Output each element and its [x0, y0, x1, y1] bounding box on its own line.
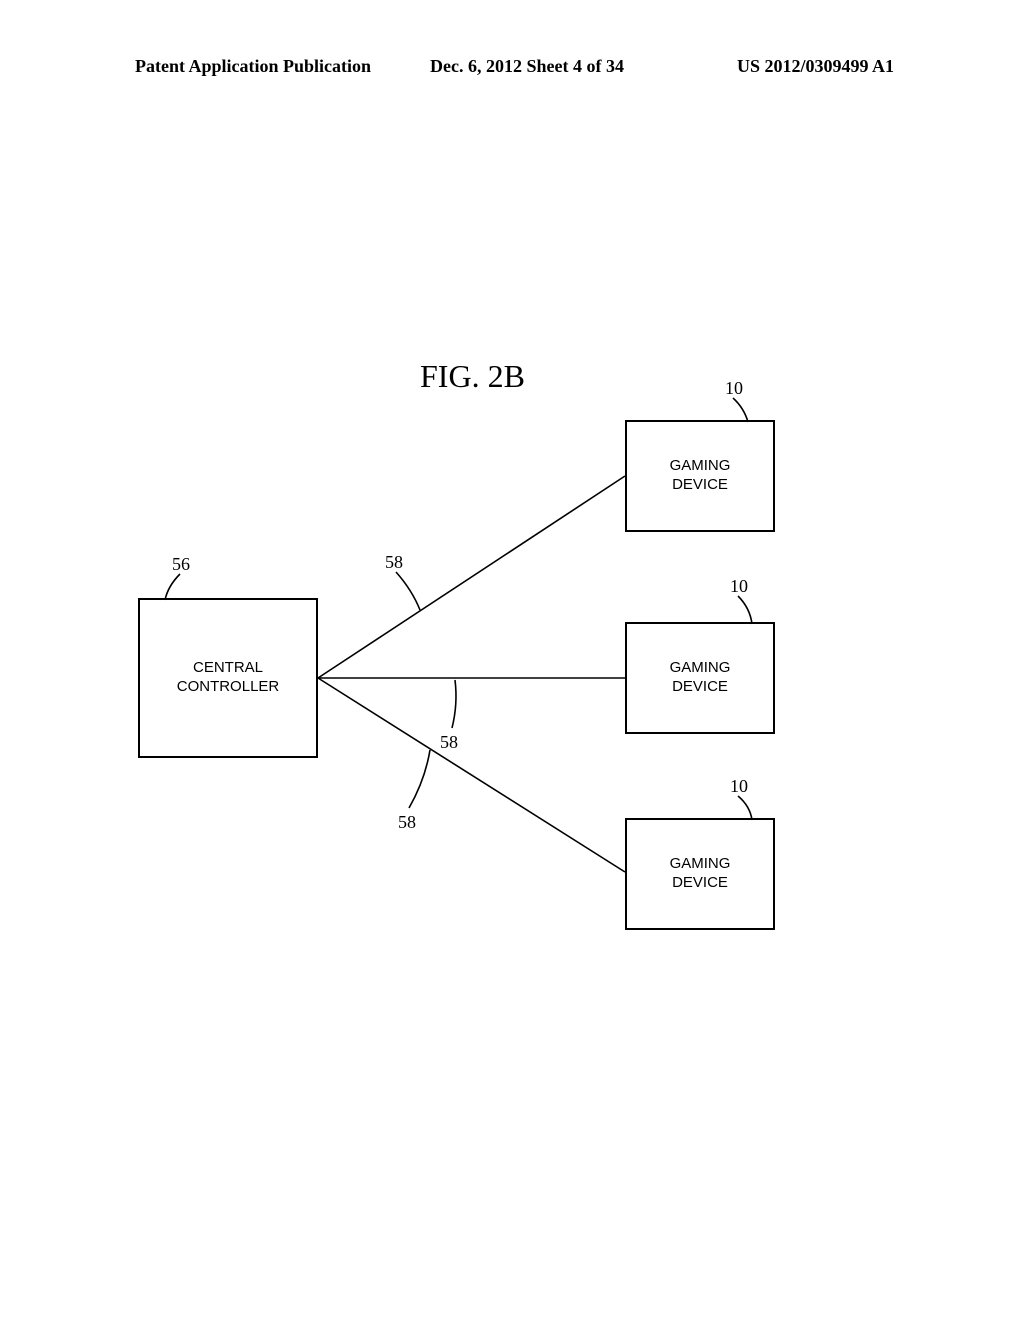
- ref-label: 56: [172, 554, 190, 575]
- node-label-line1: GAMING: [670, 659, 731, 678]
- header-publication: Patent Application Publication: [135, 56, 371, 77]
- ref-label: 10: [725, 378, 743, 399]
- node-gaming3: GAMINGDEVICE: [625, 818, 775, 930]
- ref-label: 58: [440, 732, 458, 753]
- ref-label: 10: [730, 776, 748, 797]
- ref-label: 58: [385, 552, 403, 573]
- node-label-line2: DEVICE: [672, 476, 728, 495]
- header-sheet: Dec. 6, 2012 Sheet 4 of 34: [430, 56, 624, 77]
- node-label-line1: GAMING: [670, 855, 731, 874]
- node-label-line1: CENTRAL: [193, 659, 263, 678]
- node-label-line1: GAMING: [670, 457, 731, 476]
- node-label-line2: DEVICE: [672, 874, 728, 893]
- page: Patent Application Publication Dec. 6, 2…: [0, 0, 1024, 1320]
- node-gaming1: GAMINGDEVICE: [625, 420, 775, 532]
- node-gaming2: GAMINGDEVICE: [625, 622, 775, 734]
- node-central: CENTRALCONTROLLER: [138, 598, 318, 758]
- node-label-line2: CONTROLLER: [177, 678, 280, 697]
- ref-label: 58: [398, 812, 416, 833]
- ref-label: 10: [730, 576, 748, 597]
- node-label-line2: DEVICE: [672, 678, 728, 697]
- figure-title: FIG. 2B: [420, 358, 525, 395]
- header-patent-number: US 2012/0309499 A1: [737, 56, 894, 77]
